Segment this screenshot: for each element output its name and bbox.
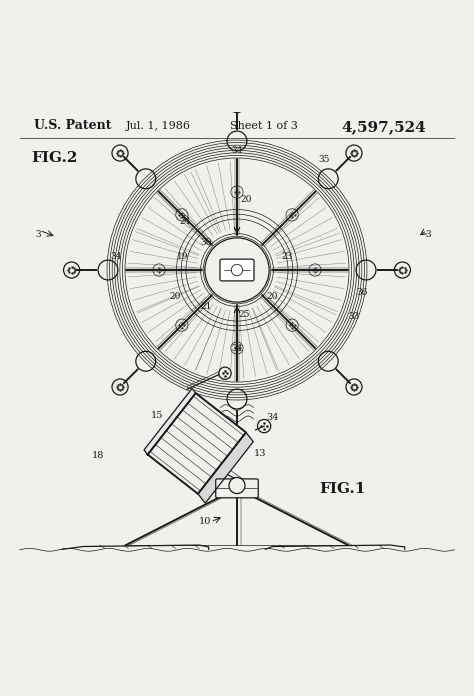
Text: 3: 3: [36, 230, 41, 239]
Text: 13: 13: [254, 449, 266, 458]
Polygon shape: [148, 393, 246, 494]
Text: 34: 34: [266, 413, 279, 422]
Text: 33: 33: [348, 312, 360, 321]
Text: Jul. 1, 1986: Jul. 1, 1986: [126, 121, 191, 131]
Text: 11: 11: [210, 486, 222, 495]
Text: 34: 34: [111, 252, 122, 261]
Text: FIG.1: FIG.1: [319, 482, 366, 496]
FancyBboxPatch shape: [216, 479, 258, 498]
Text: 34: 34: [231, 345, 243, 354]
Text: 35: 35: [319, 155, 330, 164]
Text: 24: 24: [179, 217, 191, 226]
Circle shape: [229, 477, 245, 493]
Text: Sheet 1 of 3: Sheet 1 of 3: [230, 121, 298, 131]
Text: 3: 3: [426, 230, 431, 239]
Text: 25: 25: [238, 310, 250, 319]
Polygon shape: [198, 432, 253, 503]
Circle shape: [219, 367, 231, 379]
Text: 23: 23: [281, 252, 292, 261]
Text: 12: 12: [172, 436, 184, 445]
Text: 21: 21: [201, 302, 212, 311]
Text: 18: 18: [91, 450, 104, 459]
Text: 20: 20: [241, 196, 252, 205]
Text: 19: 19: [177, 252, 188, 261]
Polygon shape: [144, 388, 196, 454]
Text: 4,597,524: 4,597,524: [341, 120, 426, 134]
FancyBboxPatch shape: [220, 259, 254, 281]
Circle shape: [257, 420, 271, 433]
Text: 20: 20: [267, 292, 278, 301]
Text: 36: 36: [356, 288, 368, 297]
Text: 15: 15: [150, 411, 163, 420]
Text: 34: 34: [231, 146, 243, 155]
Circle shape: [205, 238, 269, 302]
Text: FIG.2: FIG.2: [31, 151, 78, 165]
Text: 30: 30: [201, 238, 212, 247]
Text: 14: 14: [216, 477, 228, 486]
Text: 20: 20: [170, 292, 181, 301]
Text: 10: 10: [199, 517, 211, 525]
Circle shape: [231, 264, 243, 276]
Text: U.S. Patent: U.S. Patent: [34, 119, 111, 132]
